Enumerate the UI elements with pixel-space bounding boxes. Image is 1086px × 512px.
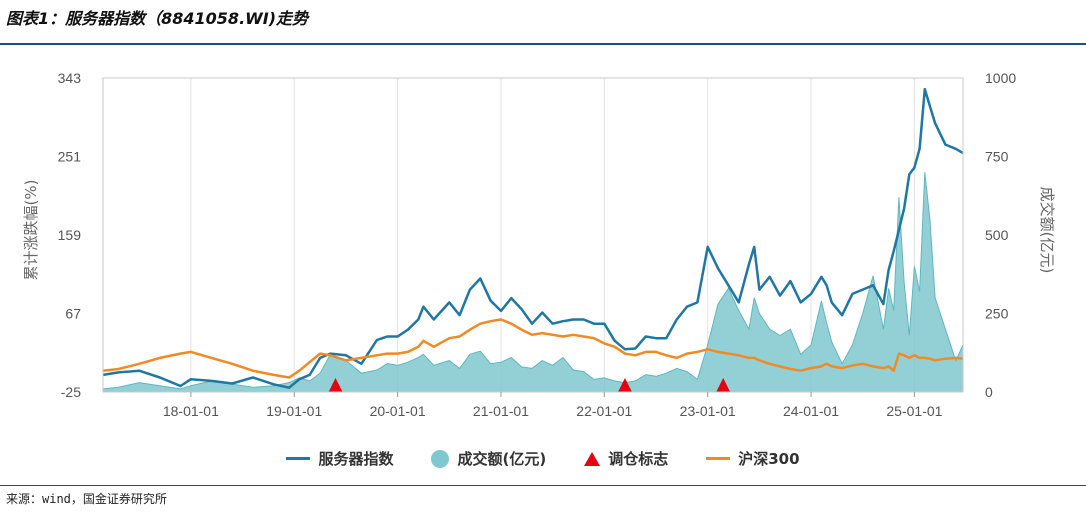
x-tick-label: 23-01-01 [680, 403, 736, 419]
legend-label-marker: 调仓标志 [608, 450, 669, 468]
source-note: 来源：wind，国金证券研究所 [6, 492, 167, 506]
triangle-icon [584, 451, 601, 466]
rebalance-marker [716, 378, 731, 392]
y-tick-label-left: 67 [65, 306, 81, 322]
y-tick-label-left: -25 [61, 384, 81, 400]
y-tick-label-right: 250 [985, 306, 1009, 322]
hs300-swatch [706, 457, 731, 460]
volume-swatch [431, 449, 450, 468]
plot-frame [102, 77, 964, 393]
x-tick-label: 19-01-01 [266, 403, 322, 419]
x-tick-label: 20-01-01 [370, 403, 426, 419]
x-tick-label: 25-01-01 [886, 403, 942, 419]
y-tick-label-right: 750 [985, 149, 1009, 165]
y-tick-label-left: 159 [58, 227, 82, 243]
legend-item-volume: 成交额(亿元) [431, 448, 546, 469]
x-tick-label: 21-01-01 [473, 403, 529, 419]
chart-legend: 服务器指数 成交额(亿元) 调仓标志 沪深300 [0, 448, 1086, 469]
legend-label-index: 服务器指数 [318, 450, 394, 468]
y-tick-label-right: 1000 [985, 70, 1016, 86]
marker-layer [328, 378, 731, 392]
x-tick-label: 22-01-01 [576, 403, 632, 419]
chart-canvas: 18-01-01 19-01-01 20-01-01 21-01-01 22-01-01… [22, 70, 1056, 419]
index-swatch [286, 457, 311, 460]
chart-grid [190, 78, 915, 392]
legend-label-hs300: 沪深300 [738, 450, 800, 468]
y-axis-title-left: 累计涨跌幅(%) [22, 180, 40, 281]
server-index-line [102, 87, 964, 389]
bottom-rule [0, 485, 1086, 486]
legend-item-marker: 调仓标志 [584, 448, 668, 469]
y-tick-label-left: 251 [58, 149, 82, 165]
chart-axes: 18-01-01 19-01-01 20-01-01 21-01-01 22-01-01… [58, 70, 1017, 419]
hs300-line [102, 318, 964, 379]
y-tick-label-right: 0 [985, 384, 993, 400]
y-tick-label-left: 343 [58, 70, 82, 86]
y-axis-title-right: 成交额(亿元) [1038, 187, 1056, 274]
volume-area-layer [102, 172, 964, 393]
rebalance-marker [617, 378, 632, 392]
lines-layer [102, 87, 964, 389]
top-rule [0, 43, 1086, 45]
rebalance-marker [328, 378, 343, 392]
figure-title: 图表1：服务器指数（8841058.WI)走势 [6, 9, 309, 28]
x-tick-label: 24-01-01 [783, 403, 839, 419]
x-tick-label: 18-01-01 [163, 403, 219, 419]
y-tick-label-right: 500 [985, 227, 1009, 243]
legend-item-hs300: 沪深300 [706, 448, 800, 469]
volume-area [102, 172, 964, 393]
legend-label-volume: 成交额(亿元) [457, 450, 547, 468]
legend-item-index: 服务器指数 [286, 448, 393, 469]
